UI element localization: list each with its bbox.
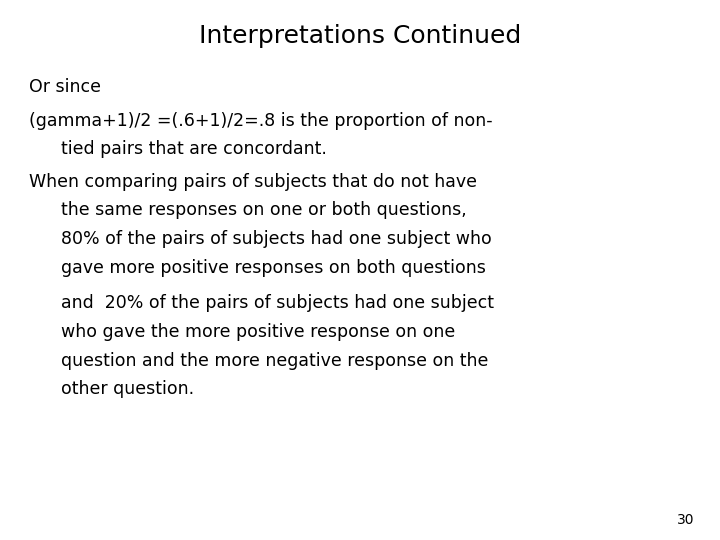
Text: other question.: other question. [61,380,194,398]
Text: Interpretations Continued: Interpretations Continued [199,24,521,48]
Text: 80% of the pairs of subjects had one subject who: 80% of the pairs of subjects had one sub… [61,230,492,248]
Text: Or since: Or since [29,78,101,96]
Text: who gave the more positive response on one: who gave the more positive response on o… [61,323,456,341]
Text: (gamma+1)/2 =(.6+1)/2=.8 is the proportion of non-: (gamma+1)/2 =(.6+1)/2=.8 is the proporti… [29,112,492,130]
Text: question and the more negative response on the: question and the more negative response … [61,352,489,369]
Text: 30: 30 [678,512,695,526]
Text: When comparing pairs of subjects that do not have: When comparing pairs of subjects that do… [29,173,477,191]
Text: the same responses on one or both questions,: the same responses on one or both questi… [61,201,467,219]
Text: gave more positive responses on both questions: gave more positive responses on both que… [61,259,486,276]
Text: tied pairs that are concordant.: tied pairs that are concordant. [61,140,327,158]
Text: and  20% of the pairs of subjects had one subject: and 20% of the pairs of subjects had one… [61,294,494,312]
